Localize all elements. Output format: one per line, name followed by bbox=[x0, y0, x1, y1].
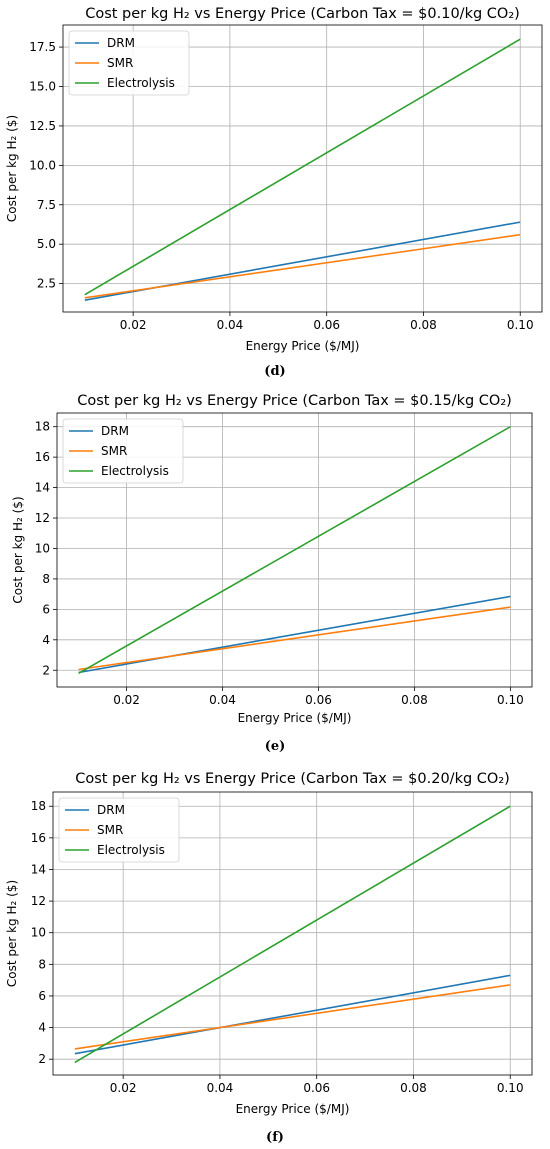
x-tick-label: 0.06 bbox=[305, 693, 332, 707]
chart-0: 0.02 0.04 0.06 0.08 0.10 2.5 5.0 7.5 10.0 12.5 15.… bbox=[5, 6, 543, 353]
legend-label: Electrolysis bbox=[107, 76, 175, 90]
y-tick-label: 2 bbox=[38, 1052, 46, 1066]
x-axis-label: Energy Price ($/MJ) bbox=[236, 1102, 350, 1116]
legend-box bbox=[68, 30, 190, 96]
y-tick-label: 7.5 bbox=[37, 198, 56, 212]
x-tick-label: 0.06 bbox=[313, 318, 340, 332]
x-tick-label: 0.02 bbox=[120, 318, 147, 332]
legend-label: SMR bbox=[97, 823, 123, 837]
y-tick-label: 10 bbox=[31, 926, 46, 940]
chart-1: 0.02 0.04 0.06 0.08 0.10 2 4 6 8 10 12 14 16 18 DRM SMR… bbox=[11, 393, 533, 725]
plot-frame bbox=[52, 791, 533, 1076]
x-tick-label: 0.04 bbox=[207, 1081, 234, 1095]
series-line-drm bbox=[78, 595, 511, 674]
x-tick-label: 0.04 bbox=[217, 318, 244, 332]
legend-label: DRM bbox=[101, 424, 129, 438]
series-line-drm bbox=[74, 974, 511, 1055]
x-tick-label: 0.10 bbox=[497, 693, 524, 707]
legend-label: SMR bbox=[107, 56, 133, 70]
x-tick-label: 0.08 bbox=[401, 693, 428, 707]
y-tick-label: 18 bbox=[35, 420, 50, 434]
y-axis-label: Cost per kg H₂ ($) bbox=[5, 115, 19, 222]
y-tick-label: 10 bbox=[35, 541, 50, 555]
y-tick-label: 6 bbox=[38, 989, 46, 1003]
y-axis-label: Cost per kg H₂ ($) bbox=[11, 496, 25, 603]
y-tick-label: 12 bbox=[35, 511, 50, 525]
caption-e: (e) bbox=[264, 739, 286, 754]
legend-box bbox=[62, 418, 184, 484]
x-axis-label: Energy Price ($/MJ) bbox=[238, 711, 352, 725]
plot-frame bbox=[62, 24, 543, 313]
series-line-electrolysis bbox=[74, 805, 511, 1064]
y-tick-label: 4 bbox=[38, 1021, 46, 1035]
x-tick-label: 0.08 bbox=[410, 318, 437, 332]
x-tick-label: 0.06 bbox=[303, 1081, 330, 1095]
y-tick-label: 10.0 bbox=[29, 158, 56, 172]
chart-title: Cost per kg H₂ vs Energy Price (Carbon T… bbox=[77, 393, 512, 409]
x-tick-label: 0.02 bbox=[110, 1081, 137, 1095]
chart-title: Cost per kg H₂ vs Energy Price (Carbon T… bbox=[75, 771, 510, 787]
y-axis-label: Cost per kg H₂ ($) bbox=[5, 880, 19, 987]
plot-frame bbox=[56, 412, 533, 688]
legend-box bbox=[58, 797, 180, 863]
x-tick-label: 0.10 bbox=[507, 318, 534, 332]
y-tick-label: 16 bbox=[35, 450, 50, 464]
legend-label: SMR bbox=[101, 444, 127, 458]
y-tick-label: 2.5 bbox=[37, 277, 56, 291]
series-line-smr bbox=[84, 233, 521, 299]
y-tick-label: 5.0 bbox=[37, 237, 56, 251]
chart-title: Cost per kg H₂ vs Energy Price (Carbon T… bbox=[85, 6, 520, 22]
y-tick-label: 6 bbox=[42, 602, 50, 616]
y-tick-label: 14 bbox=[35, 481, 50, 495]
x-tick-label: 0.02 bbox=[113, 693, 140, 707]
y-tick-label: 16 bbox=[31, 831, 46, 845]
y-tick-label: 4 bbox=[42, 633, 50, 647]
caption-d: (d) bbox=[264, 364, 286, 379]
legend-label: Electrolysis bbox=[97, 843, 165, 857]
x-tick-label: 0.04 bbox=[209, 693, 236, 707]
y-tick-label: 18 bbox=[31, 799, 46, 813]
legend-label: Electrolysis bbox=[101, 464, 169, 478]
legend-label: DRM bbox=[107, 36, 135, 50]
y-tick-label: 12 bbox=[31, 894, 46, 908]
legend-label: DRM bbox=[97, 803, 125, 817]
y-tick-label: 8 bbox=[42, 572, 50, 586]
y-tick-label: 2 bbox=[42, 663, 50, 677]
x-tick-label: 0.10 bbox=[497, 1081, 524, 1095]
x-tick-label: 0.08 bbox=[400, 1081, 427, 1095]
y-tick-label: 14 bbox=[31, 862, 46, 876]
y-tick-label: 15.0 bbox=[29, 80, 56, 94]
x-axis-label: Energy Price ($/MJ) bbox=[246, 339, 360, 353]
y-tick-label: 8 bbox=[38, 957, 46, 971]
chart-2: 0.02 0.04 0.06 0.08 0.10 2 4 6 8 10 12 14 16 18 DRM SMR… bbox=[5, 771, 533, 1116]
series-line-electrolysis bbox=[84, 38, 521, 296]
series-line-electrolysis bbox=[78, 426, 511, 674]
series-line-smr bbox=[78, 606, 511, 671]
y-tick-label: 17.5 bbox=[29, 40, 56, 54]
caption-f: (f) bbox=[266, 1130, 284, 1145]
y-tick-label: 12.5 bbox=[29, 119, 56, 133]
series-line-smr bbox=[74, 984, 511, 1050]
